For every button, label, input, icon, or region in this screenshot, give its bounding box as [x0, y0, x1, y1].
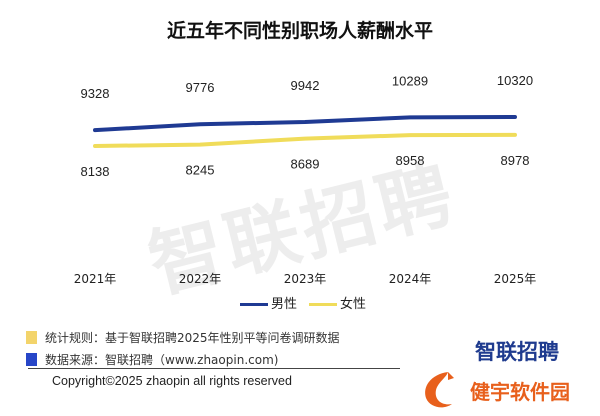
site-logo: 健宇软件园 — [470, 380, 570, 404]
data-label: 10320 — [497, 73, 533, 88]
legend: 男性 女性 — [240, 293, 366, 312]
data-label: 8978 — [501, 153, 530, 168]
data-label: 8245 — [186, 163, 215, 178]
x-tick-label: 2021年 — [74, 272, 117, 286]
legend-label: 男性 — [271, 297, 298, 312]
series-line-female — [93, 132, 517, 148]
legend-item-male: 男性 — [240, 293, 297, 312]
note-source: 数据来源：智联招聘（www.zhaopin.com) — [26, 348, 340, 370]
blue-square-icon — [26, 352, 37, 366]
legend-swatch — [240, 303, 268, 306]
x-tick-label: 2024年 — [389, 272, 432, 286]
legend-item-female: 女性 — [309, 293, 366, 312]
data-label: 8138 — [81, 164, 110, 179]
x-tick-label: 2023年 — [284, 272, 327, 286]
line-chart: 9328 9776 9942 10289 10320 8138 8245 8689 8958 89… — [74, 73, 537, 286]
data-label: 8689 — [291, 157, 320, 172]
data-label: 8958 — [396, 153, 425, 168]
brand-logo: 智联招聘 — [475, 340, 559, 364]
notes: 统计规则：基于智联招聘2025年性别平等问卷调研数据 数据来源：智联招聘（www… — [26, 326, 340, 370]
data-label: 10289 — [392, 73, 428, 88]
data-label: 9328 — [81, 86, 110, 101]
chart-title: 近五年不同性别职场人薪酬水平 — [166, 20, 433, 42]
x-tick-label: 2022年 — [179, 272, 222, 286]
copyright: Copyright©2025 zhaopin all rights reserv… — [52, 374, 292, 388]
note-text: 统计规则：基于智联招聘2025年性别平等问卷调研数据 — [45, 330, 340, 345]
data-label: 9776 — [186, 80, 215, 95]
x-tick-label: 2025年 — [494, 272, 537, 286]
legend-swatch — [309, 303, 338, 306]
note-rule: 统计规则：基于智联招聘2025年性别平等问卷调研数据 — [26, 326, 340, 348]
fox-logo-icon — [425, 372, 454, 408]
yellow-square-icon — [26, 330, 37, 344]
note-text: 数据来源：智联招聘（www.zhaopin.com) — [45, 352, 279, 367]
series-line-male — [93, 114, 517, 133]
data-label: 9942 — [291, 78, 320, 93]
legend-label: 女性 — [340, 297, 367, 312]
divider — [28, 368, 400, 369]
